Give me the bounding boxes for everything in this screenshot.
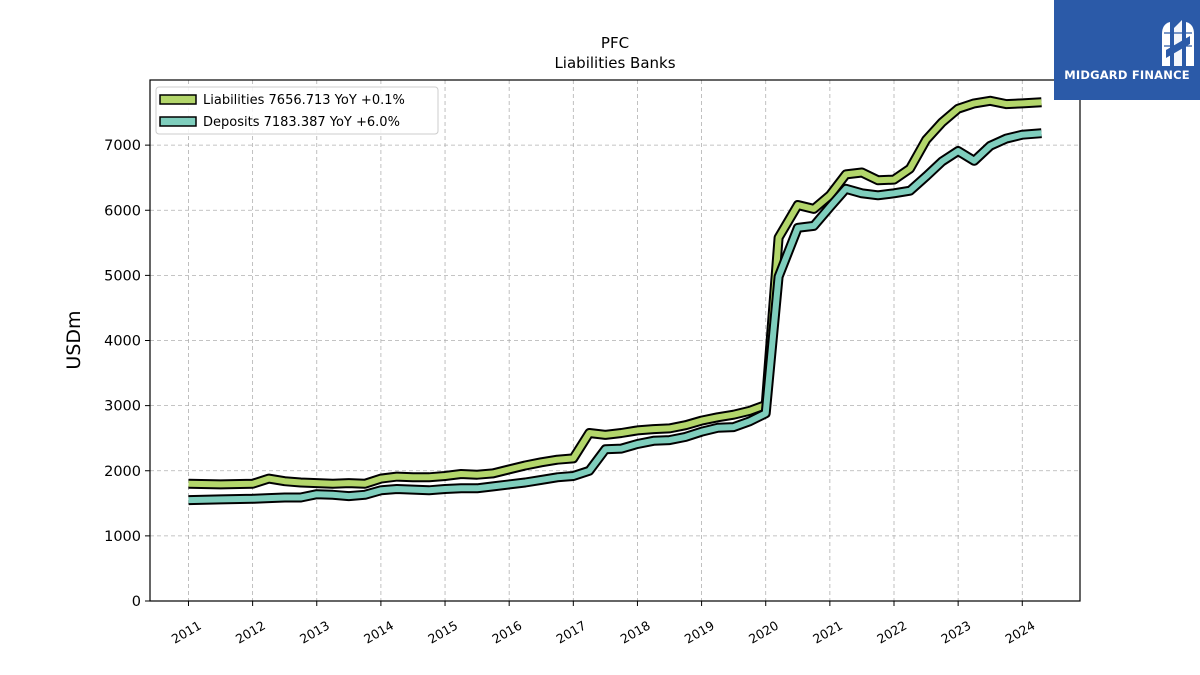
x-tick-label: 2013 (297, 618, 332, 647)
legend: Liabilities 7656.713 YoY +0.1% Deposits … (155, 86, 439, 135)
legend-swatch-deposits (159, 116, 197, 127)
series-line-liabilities (188, 97, 1042, 488)
x-tick-label: 2017 (554, 618, 589, 647)
y-axis: 0 1000 2000 3000 4000 5000 6000 7000 (104, 138, 150, 610)
x-tick-label: 2011 (169, 618, 204, 647)
legend-box (155, 86, 439, 135)
x-axis: 2011 2012 2013 2014 2015 2016 2017 2018 2019 2020… (169, 601, 1038, 647)
legend-label-deposits: Deposits 7183.387 YoY +6.0% (203, 115, 400, 130)
series-line-deposits (188, 130, 1042, 504)
y-tick-label: 5000 (104, 268, 141, 284)
x-tick-label: 2020 (746, 618, 781, 647)
brand-logo: MIDGARD FINANCE (1054, 0, 1200, 100)
grid (150, 80, 1080, 602)
y-tick-label: 3000 (104, 399, 141, 415)
midgard-logo-icon (1162, 20, 1194, 66)
x-tick-label: 2015 (425, 618, 460, 647)
series-layer (188, 95, 1042, 506)
x-tick-label: 2018 (618, 618, 653, 647)
y-tick-label: 4000 (104, 334, 141, 350)
x-tick-label: 2024 (1003, 618, 1038, 647)
y-tick-label: 0 (132, 594, 141, 610)
y-tick-label: 6000 (104, 203, 141, 219)
x-tick-label: 2016 (489, 618, 524, 647)
legend-swatch-liabilities (159, 94, 197, 105)
x-tick-label: 2019 (682, 618, 717, 647)
logo-text: MIDGARD FINANCE (1064, 68, 1190, 82)
y-tick-label: 1000 (104, 529, 141, 545)
x-tick-label: 2014 (361, 618, 396, 647)
x-tick-label: 2023 (938, 618, 973, 647)
chart-subtitle: Liabilities Banks (554, 54, 675, 72)
y-axis-label: USDm (63, 310, 85, 369)
y-tick-label: 7000 (104, 138, 141, 154)
x-tick-label: 2012 (233, 618, 268, 647)
x-tick-label: 2022 (874, 618, 909, 647)
legend-label-liabilities: Liabilities 7656.713 YoY +0.1% (203, 93, 405, 108)
y-tick-label: 2000 (104, 464, 141, 480)
chart-title: PFC (601, 34, 629, 52)
x-tick-label: 2021 (810, 618, 845, 647)
